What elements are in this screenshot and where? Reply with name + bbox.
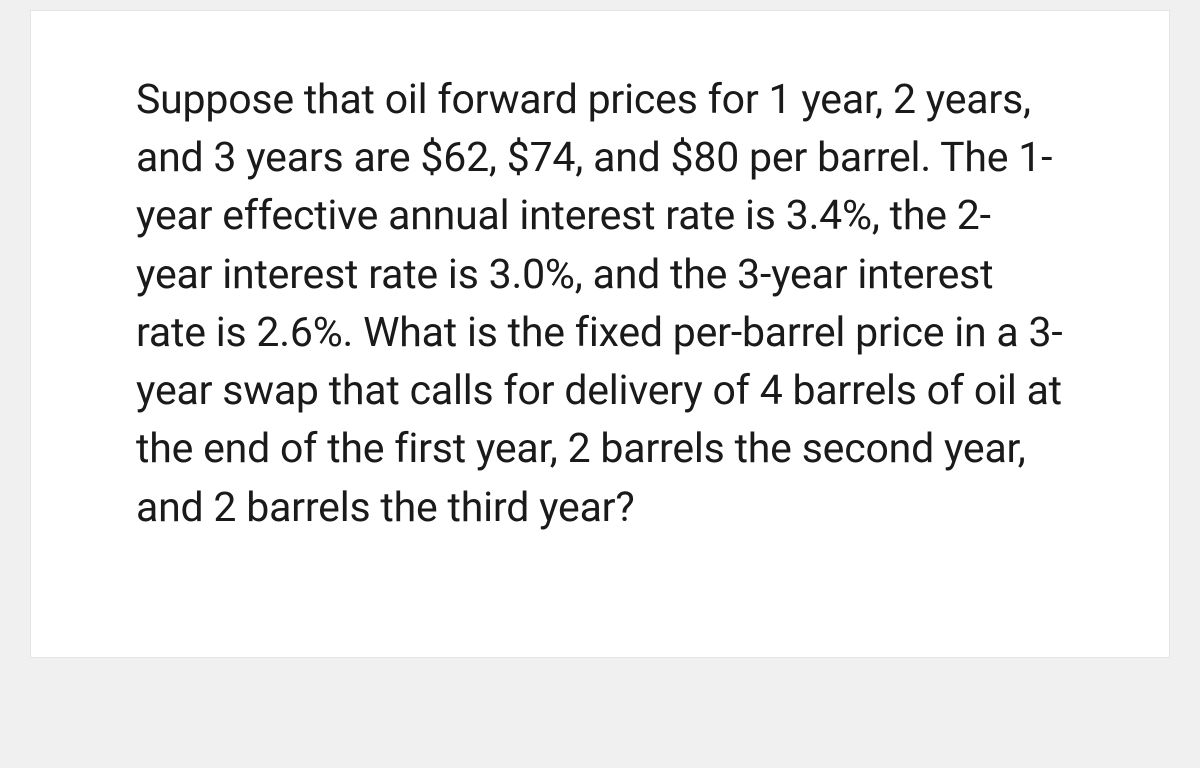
document-card: Suppose that oil forward prices for 1 ye… <box>30 10 1170 658</box>
question-text: Suppose that oil forward prices for 1 ye… <box>136 71 1064 537</box>
